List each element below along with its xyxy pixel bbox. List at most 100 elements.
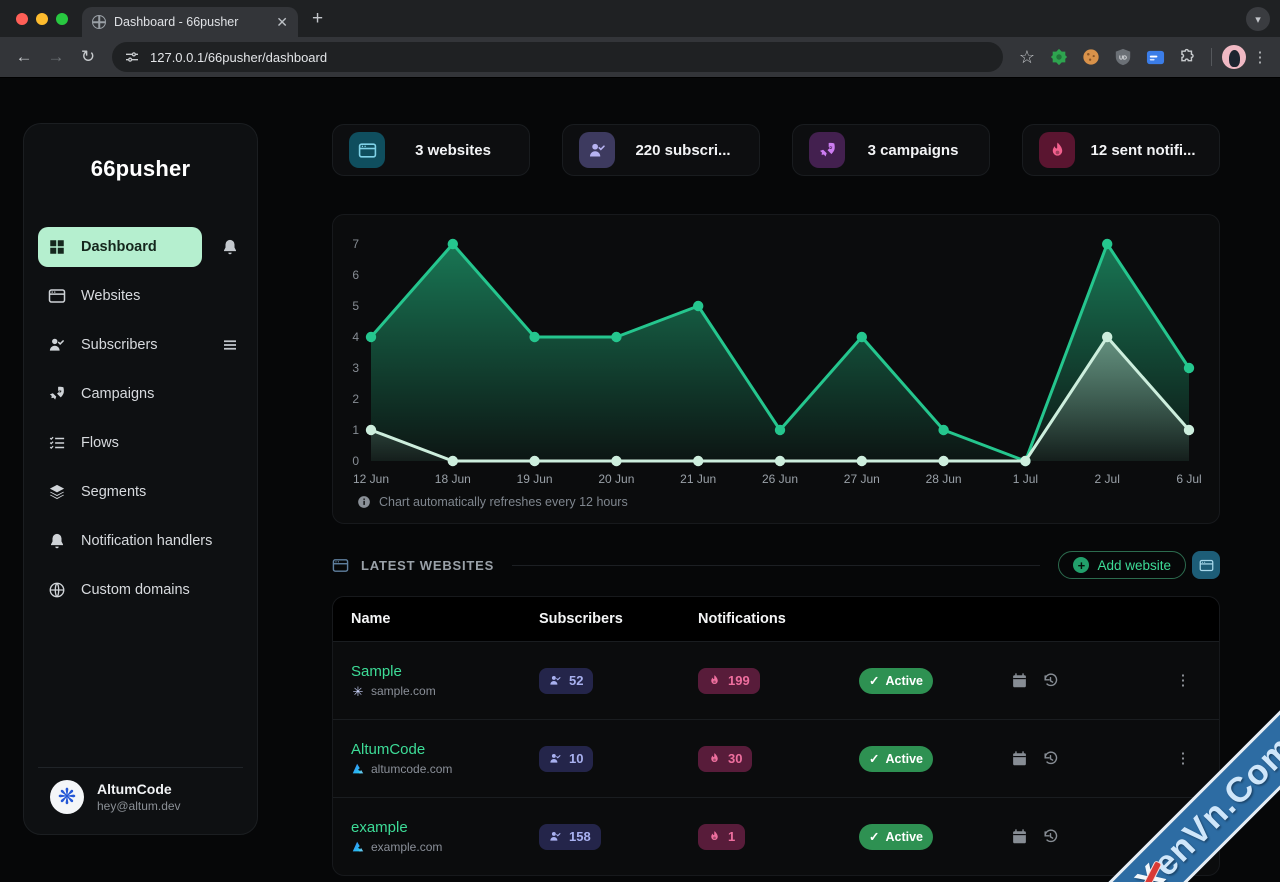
bell-icon[interactable] (221, 238, 239, 256)
forward-button[interactable]: → (47, 47, 65, 66)
plus-icon: + (1073, 557, 1090, 573)
chart-point[interactable] (1102, 331, 1113, 343)
notifications-badge: 199 (698, 667, 760, 694)
back-button[interactable]: ← (15, 47, 33, 66)
table-row: Sample ✳ sample.com 52 199 ✓ Active ⋮ (333, 641, 1219, 719)
status-badge[interactable]: ✓ Active (859, 823, 934, 850)
status-badge[interactable]: ✓ Active (859, 745, 934, 772)
chart-point[interactable] (774, 424, 786, 436)
extension-cookie-icon[interactable] (1080, 46, 1102, 68)
notifications-cell: 1 (698, 823, 859, 850)
close-window-button[interactable] (16, 12, 28, 25)
browser-icon (332, 557, 349, 574)
stat-card-subscribers[interactable]: 220 subscri... (562, 124, 760, 176)
svg-text:UD: UD (1119, 55, 1127, 61)
status-badge[interactable]: ✓ Active (859, 667, 934, 694)
status-text: Active (885, 829, 924, 844)
site-settings-tune-icon[interactable] (124, 49, 140, 65)
website-name-link[interactable]: AltumCode (351, 741, 426, 758)
tab-close-icon[interactable]: ✕ (276, 13, 288, 30)
sidebar-item-custom-domains[interactable]: Custom domains (38, 565, 243, 614)
table-header-row: Name Subscribers Notifications (333, 597, 1219, 641)
chart-point[interactable] (365, 424, 377, 436)
chart-point[interactable] (856, 455, 867, 467)
sidebar-item-websites[interactable]: Websites (38, 271, 243, 320)
y-axis-tick: 6 (352, 268, 359, 282)
reload-button[interactable]: ↻ (80, 47, 96, 66)
add-website-button[interactable]: + Add website (1058, 551, 1186, 579)
row-actions (1011, 828, 1161, 845)
sidebar-item-main: Campaigns (38, 374, 243, 414)
chart-point[interactable] (611, 331, 622, 343)
website-name-link[interactable]: example (351, 819, 408, 836)
column-header-notifications: Notifications (698, 611, 786, 627)
sidebar-profile[interactable]: ❋ AltumCode hey@altum.dev (38, 767, 243, 820)
chart-point[interactable] (1183, 362, 1195, 374)
extensions-puzzle-icon[interactable] (1176, 46, 1198, 68)
chart-point[interactable] (938, 455, 949, 467)
history-icon[interactable] (1042, 750, 1059, 767)
website-name-link[interactable]: Sample (351, 663, 402, 680)
website-name-cell: example example.com (351, 819, 539, 854)
stat-card-sent-notifications[interactable]: 12 sent notifi... (1022, 124, 1220, 176)
chart-point[interactable] (529, 331, 540, 343)
chart-point[interactable] (611, 455, 622, 467)
user-check-icon (549, 752, 562, 765)
notifications-count: 1 (728, 829, 736, 844)
zoom-window-button[interactable] (56, 12, 68, 25)
history-icon[interactable] (1042, 828, 1059, 845)
sidebar-item-notification-handlers[interactable]: Notification handlers (38, 516, 243, 565)
sidebar-item-main: Dashboard (38, 226, 202, 267)
x-axis-tick: 26 Jun (762, 472, 798, 486)
chart-point[interactable] (447, 455, 458, 467)
y-axis-tick: 2 (352, 392, 359, 406)
subscribers-badge: 52 (539, 667, 594, 694)
chart-point[interactable] (1020, 455, 1031, 467)
history-icon[interactable] (1042, 672, 1059, 689)
tab-search-chevron-icon[interactable]: ▾ (1246, 7, 1270, 31)
new-tab-button[interactable]: + (312, 7, 324, 29)
campaigns-stat-tile (809, 132, 845, 168)
websites-shortcut-button[interactable] (1192, 551, 1220, 579)
chart-point[interactable] (856, 331, 867, 343)
stat-card-campaigns[interactable]: 3 campaigns (792, 124, 990, 176)
x-axis-tick: 12 Jun (353, 472, 389, 486)
chart-point[interactable] (693, 455, 704, 467)
calendar-icon[interactable] (1011, 750, 1028, 767)
browser-menu-kebab-icon[interactable]: ⋮ (1252, 49, 1268, 66)
browser-tab[interactable]: Dashboard - 66pusher ✕ (82, 7, 298, 37)
browser-profile-avatar[interactable] (1222, 45, 1246, 69)
sidebar-item-dashboard[interactable]: Dashboard (38, 222, 243, 271)
chart-point[interactable] (693, 300, 704, 312)
chart-point[interactable] (1183, 424, 1195, 436)
bookmark-star-icon[interactable]: ☆ (1018, 46, 1036, 67)
sidebar-item-campaigns[interactable]: Campaigns (38, 369, 243, 418)
chart-point[interactable] (365, 331, 377, 343)
extension-shield-icon[interactable]: UD (1112, 46, 1134, 68)
extension-blue-card-icon[interactable] (1144, 46, 1166, 68)
dashboard-page: 66pusher Dashboard Websites Subscribers Cam… (0, 78, 1280, 882)
minimize-window-button[interactable] (36, 12, 48, 25)
calendar-icon[interactable] (1011, 828, 1028, 845)
sidebar-item-subscribers[interactable]: Subscribers (38, 320, 243, 369)
row-kebab-menu-icon[interactable]: ⋮ (1175, 749, 1191, 767)
sidebar: 66pusher Dashboard Websites Subscribers Cam… (23, 123, 258, 835)
chart-point[interactable] (774, 455, 786, 467)
url-bar[interactable]: 127.0.0.1/66pusher/dashboard (112, 42, 1003, 72)
stat-card-websites[interactable]: 3 websites (332, 124, 530, 176)
status-cell: ✓ Active (859, 667, 1011, 694)
chart-point[interactable] (447, 238, 458, 250)
calendar-icon[interactable] (1011, 672, 1028, 689)
row-kebab-menu-icon[interactable]: ⋮ (1175, 671, 1191, 689)
stat-label: 12 sent notifi... (1090, 141, 1196, 159)
chart-point[interactable] (938, 424, 949, 436)
chart-point[interactable] (1102, 238, 1113, 250)
sidebar-item-flows[interactable]: Flows (38, 418, 243, 467)
chart-point[interactable] (529, 455, 540, 467)
extension-adblock-icon[interactable] (1048, 46, 1070, 68)
browser-icon (1199, 558, 1214, 573)
menu-icon[interactable] (221, 336, 239, 354)
globe-favicon-icon (92, 15, 106, 29)
sidebar-item-segments[interactable]: Segments (38, 467, 243, 516)
x-axis-tick: 18 Jun (435, 472, 471, 486)
